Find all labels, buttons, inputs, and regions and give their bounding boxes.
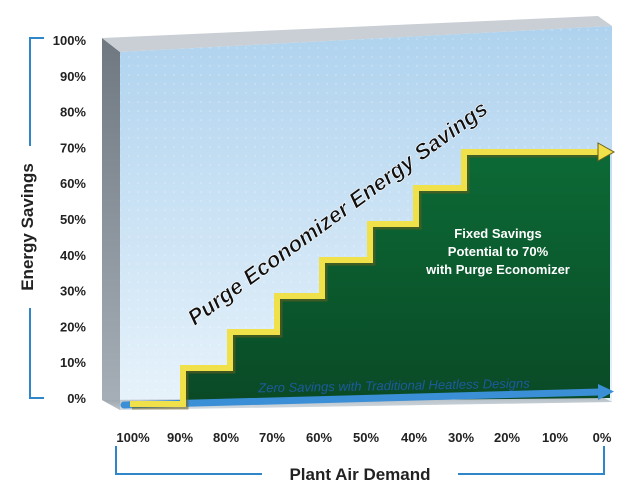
- y-tick-label: 90%: [60, 69, 86, 84]
- y-tick-labels: 100% 90% 80% 70% 60% 50% 40% 30% 20% 10% 0%: [53, 33, 87, 406]
- y-tick-label: 80%: [60, 105, 86, 120]
- zero-savings-arrowhead: [598, 384, 614, 400]
- savings-arrowhead: [597, 142, 616, 162]
- x-tick-labels: 100% 90% 80% 70% 60% 50% 40% 30% 20% 10% 0%: [116, 430, 611, 445]
- x-tick-label: 10%: [542, 430, 568, 445]
- x-tick-label: 20%: [494, 430, 520, 445]
- zero-savings-label: Zero Savings with Traditional Heatless D…: [257, 376, 530, 396]
- x-tick-label: 60%: [306, 430, 332, 445]
- y-tick-label: 10%: [60, 355, 86, 370]
- savings-area: [183, 152, 610, 402]
- fixed-savings-annotation: Fixed Savings Potential to 70% with Purg…: [425, 226, 570, 277]
- x-tick-label: 30%: [448, 430, 474, 445]
- fixed-savings-line-2: Potential to 70%: [448, 244, 549, 259]
- x-tick-label: 40%: [401, 430, 427, 445]
- x-axis-bracket: [115, 446, 605, 475]
- y-tick-label: 20%: [60, 319, 86, 334]
- x-axis-label: Plant Air Demand: [289, 465, 430, 484]
- back-top-edge: [102, 16, 612, 52]
- y-tick-label: 50%: [60, 212, 86, 227]
- x-tick-label: 90%: [167, 430, 193, 445]
- fixed-savings-line-1: Fixed Savings: [454, 226, 541, 241]
- savings-step-line: [130, 149, 600, 407]
- y-axis-bracket: [29, 37, 44, 399]
- x-tick-label: 80%: [213, 430, 239, 445]
- y-tick-label: 0%: [67, 391, 86, 406]
- x-tick-label: 70%: [259, 430, 285, 445]
- y-tick-label: 30%: [60, 284, 86, 299]
- x-tick-label: 50%: [353, 430, 379, 445]
- x-tick-label: 0%: [593, 430, 612, 445]
- y-axis-label: Energy Savings: [18, 163, 37, 291]
- y-tick-label: 70%: [60, 140, 86, 155]
- y-tick-label: 40%: [60, 248, 86, 263]
- zero-savings-line: [120, 388, 604, 409]
- y-tick-label: 60%: [60, 176, 86, 191]
- x-tick-label: 100%: [116, 430, 150, 445]
- y-tick-label: 100%: [53, 33, 87, 48]
- left-wall: [102, 38, 120, 410]
- fixed-savings-line-3: with Purge Economizer: [425, 262, 570, 277]
